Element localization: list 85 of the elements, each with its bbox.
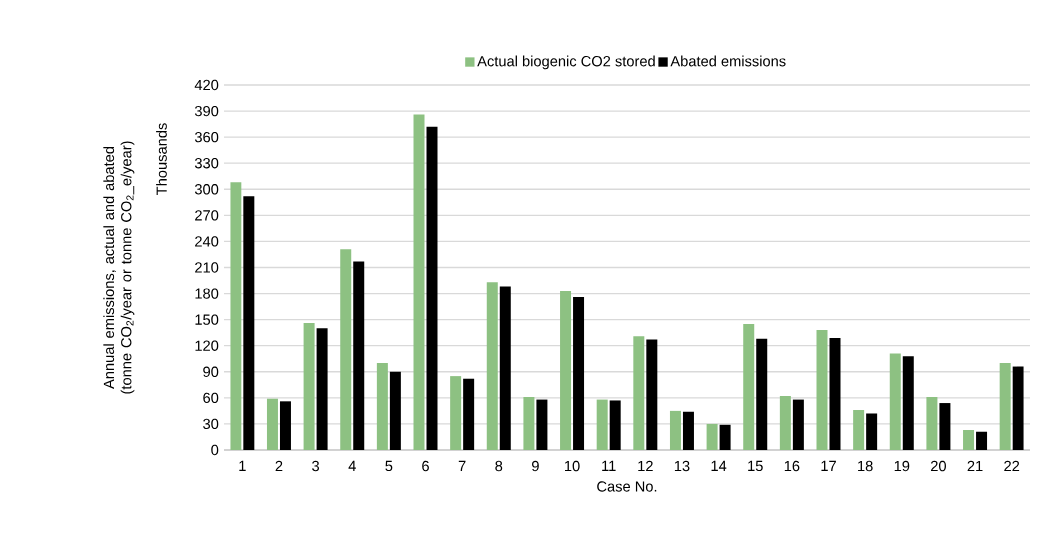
- y-tick-label: 360: [194, 131, 219, 143]
- y-tick-label: 0: [211, 444, 219, 456]
- bar: [756, 338, 768, 450]
- bar: [266, 398, 278, 450]
- bar: [230, 182, 242, 450]
- y-tick-label: 90: [203, 366, 219, 377]
- y-tick-label: 30: [203, 418, 219, 430]
- x-tick-label: 13: [674, 460, 690, 472]
- bar: [939, 403, 951, 450]
- bar: [499, 286, 511, 450]
- bar: [719, 424, 731, 450]
- bar: [889, 353, 901, 450]
- x-tick-label: 15: [748, 460, 763, 472]
- x-tick-label: 8: [495, 460, 503, 472]
- bar: [376, 363, 388, 450]
- bar: [486, 282, 498, 450]
- bar: [743, 323, 755, 450]
- bar: [829, 337, 841, 450]
- y-tick-label: 180: [195, 288, 219, 299]
- x-tick-label: 9: [532, 460, 539, 472]
- x-tick-label: 6: [422, 460, 429, 472]
- x-tick-label: 2: [275, 460, 283, 472]
- text: Thousands: [156, 123, 167, 195]
- legend-label: Abated emissions: [670, 55, 786, 67]
- bar: [243, 196, 255, 450]
- bar: [1012, 366, 1024, 450]
- x-tick-label: 1: [239, 460, 246, 471]
- bar: [792, 399, 804, 450]
- x-tick-label: 16: [784, 460, 800, 472]
- x-tick-label: 19: [894, 460, 910, 472]
- bar: [279, 401, 291, 450]
- bar: [609, 400, 621, 450]
- bar: [902, 356, 914, 450]
- bar: [669, 410, 681, 450]
- x-tick-label: 5: [385, 460, 393, 472]
- bar: [963, 430, 975, 450]
- bar: [426, 126, 438, 450]
- bar: [340, 249, 352, 450]
- bar: [853, 410, 865, 450]
- bar: [866, 413, 878, 450]
- y-tick-label: 240: [195, 236, 219, 247]
- x-tick-label: 10: [565, 460, 580, 472]
- y-tick-label: 150: [195, 314, 219, 325]
- x-tick-label: 21: [967, 460, 983, 472]
- bar: [523, 396, 535, 450]
- x-tick-label: 14: [711, 460, 727, 471]
- bar: [596, 399, 608, 450]
- bar: [706, 423, 718, 450]
- bar: [450, 376, 462, 450]
- bar: [316, 328, 328, 450]
- bar: [976, 431, 988, 450]
- bar: [926, 396, 938, 450]
- x-tick-label: 22: [1004, 460, 1020, 472]
- x-tick-label: 17: [821, 460, 836, 471]
- bar: [560, 290, 572, 450]
- x-axis-title: Case No.: [597, 481, 657, 492]
- x-tick-label: 4: [348, 460, 356, 471]
- bar: [999, 363, 1011, 450]
- x-tick-label: 11: [602, 460, 616, 471]
- bar: [646, 339, 658, 450]
- bar: [303, 323, 315, 450]
- x-tick-label: 18: [858, 460, 873, 472]
- bar: [389, 371, 401, 450]
- y-tick-label: 60: [203, 392, 219, 404]
- y-tick-label: 420: [194, 79, 219, 91]
- bar: [353, 261, 365, 450]
- bar: [536, 399, 548, 450]
- x-tick-label: 3: [312, 460, 320, 472]
- y-tick-label: 210: [195, 262, 219, 273]
- bar: [682, 411, 694, 450]
- x-tick-label: 20: [930, 460, 946, 472]
- bar: [413, 114, 425, 450]
- bar: [633, 336, 645, 450]
- x-tick-label: 12: [638, 460, 653, 472]
- y-tick-label: 330: [194, 158, 219, 169]
- bar: [573, 297, 585, 450]
- y-tick-label: 120: [195, 340, 219, 351]
- bar: [463, 378, 475, 450]
- bar: [816, 330, 828, 450]
- y-tick-label: 270: [195, 210, 219, 221]
- legend-label: Actual biogenic CO2 stored: [477, 55, 655, 70]
- y-tick-label: 300: [194, 184, 219, 195]
- bar: [779, 396, 791, 450]
- x-tick-label: 7: [458, 460, 466, 471]
- y-tick-label: 390: [194, 105, 219, 117]
